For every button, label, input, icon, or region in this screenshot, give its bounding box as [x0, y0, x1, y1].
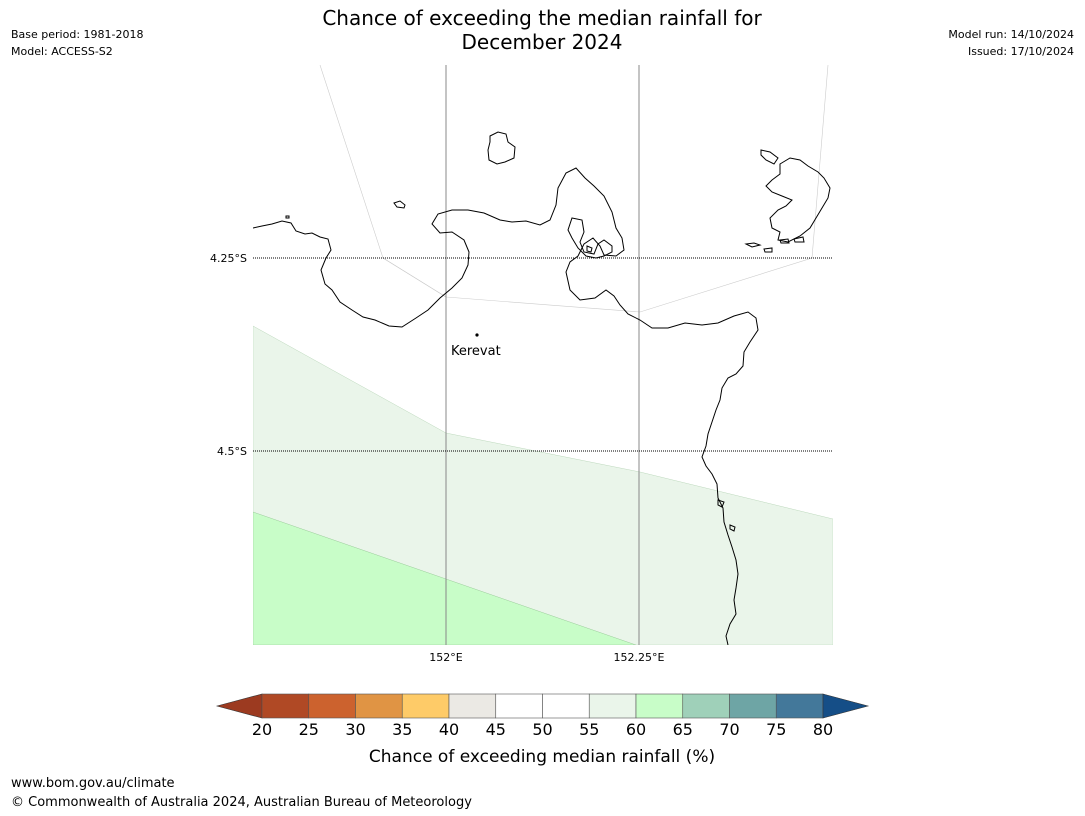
- colorbar-tick-70: 70: [719, 720, 739, 739]
- colorbar-cell-40-45: [448, 693, 497, 719]
- colorbar-cell-75-80: [775, 693, 824, 719]
- footer: www.bom.gov.au/climate © Commonwealth of…: [11, 774, 472, 812]
- footer-copyright: © Commonwealth of Australia 2024, Austra…: [11, 795, 472, 810]
- kerevat-marker: [475, 333, 479, 337]
- coast-island-north: [487, 131, 516, 165]
- colorbar-ticks: 20 25 30 35 40 45 50 55 60 65 70 75 80: [252, 720, 833, 739]
- meta-right: Model run: 14/10/2024 Issued: 17/10/2024: [948, 26, 1074, 60]
- colorbar-cell-55-60: [588, 693, 637, 719]
- coast-islet-ne-4: [763, 247, 773, 253]
- model-name: Model: ACCESS-S2: [11, 45, 113, 58]
- coast-mainland: [253, 167, 759, 645]
- coast-islet-ne-3: [744, 242, 762, 248]
- colorbar-cell-60-65: [635, 693, 684, 719]
- colorbar-tick-60: 60: [626, 720, 646, 739]
- colorbar-cell-45-50: [495, 693, 543, 719]
- colorbar-tick-30: 30: [345, 720, 365, 739]
- title-line-2: December 2024: [461, 30, 623, 54]
- coast-islet-2: [285, 215, 290, 219]
- issued-date: Issued: 17/10/2024: [967, 45, 1074, 58]
- colorbar-tick-75: 75: [766, 720, 786, 739]
- coast-islet-1: [393, 200, 406, 209]
- coast-islet-ne-5: [779, 238, 790, 244]
- base-period: Base period: 1981-2018: [11, 28, 144, 41]
- colorbar-tick-65: 65: [673, 720, 693, 739]
- colorbar-above-arrow: [822, 693, 870, 719]
- colorbar-cell-30-35: [355, 693, 403, 719]
- colorbar-cell-20-25: [261, 693, 310, 719]
- colorbar-title: Chance of exceeding median rainfall (%): [369, 747, 715, 767]
- land-edge-lines: [319, 65, 829, 313]
- model-run: Model run: 14/10/2024: [948, 28, 1074, 41]
- lon-label-152: 152°E: [429, 651, 462, 664]
- coast-islands-ne-2: [765, 157, 831, 243]
- map-area: Kerevat: [253, 65, 833, 645]
- footer-url: www.bom.gov.au/climate: [11, 776, 175, 791]
- meta-left: Base period: 1981-2018 Model: ACCESS-S2: [11, 26, 143, 60]
- coast-inner-bay: [567, 217, 613, 259]
- colorbar-cells: [261, 693, 824, 719]
- colorbar-cell-70-75: [729, 693, 777, 719]
- shade-60-65: [253, 511, 637, 645]
- colorbar-tick-50: 50: [532, 720, 552, 739]
- coast-bay-islet: [586, 245, 593, 253]
- colorbar-tick-45: 45: [486, 720, 506, 739]
- colorbar-cell-25-30: [308, 693, 356, 719]
- colorbar-tick-80: 80: [813, 720, 833, 739]
- colorbar-tick-35: 35: [392, 720, 412, 739]
- map-title: Chance of exceeding the median rainfall …: [292, 6, 792, 54]
- lon-label-152-25: 152.25°E: [614, 651, 665, 664]
- title-line-1: Chance of exceeding the median rainfall …: [322, 6, 762, 30]
- colorbar-cell-50-55: [542, 693, 590, 719]
- colorbar-tick-55: 55: [579, 720, 599, 739]
- colorbar-cell-35-40: [401, 693, 450, 719]
- coast-islet-e-1: [717, 499, 725, 508]
- lat-label-4-5: 4.5°S: [217, 445, 247, 458]
- colorbar-tick-25: 25: [299, 720, 319, 739]
- map-figure: Kerevat 4.25°S 4.5°S 152°E 152.25°E 20 25…: [210, 65, 870, 767]
- coast-islands-ne-1: [760, 149, 779, 165]
- coast-islet-e-2: [729, 524, 736, 532]
- colorbar-tick-40: 40: [439, 720, 459, 739]
- coast-islet-ne-6: [793, 236, 805, 243]
- lat-label-4-25: 4.25°S: [210, 252, 247, 265]
- colorbar: 20 25 30 35 40 45 50 55 60 65 70 75 80 Chance of exc…: [215, 693, 870, 767]
- colorbar-cell-65-70: [682, 693, 730, 719]
- kerevat-label: Kerevat: [451, 344, 501, 359]
- coastlines: [253, 131, 831, 645]
- colorbar-tick-20: 20: [252, 720, 272, 739]
- land-edge-line: [382, 257, 447, 298]
- colorbar-below-arrow: [215, 693, 263, 719]
